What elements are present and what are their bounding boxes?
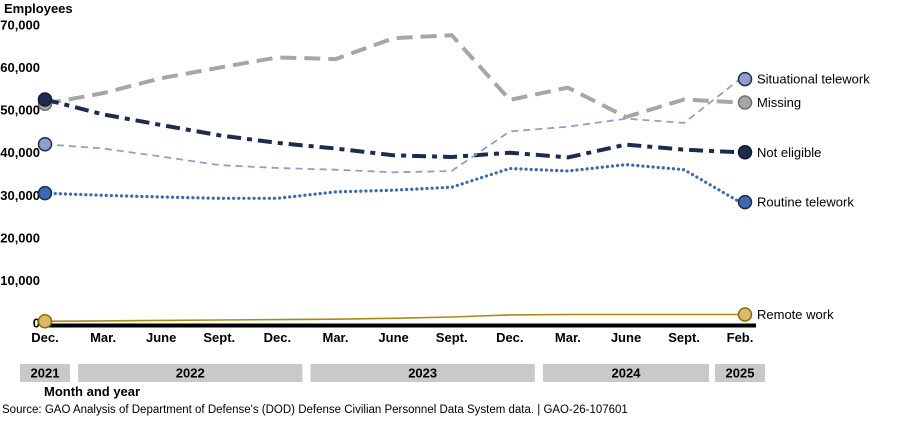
series-line-situational-telework <box>44 78 741 174</box>
series-line-remote-work <box>44 313 740 323</box>
series-markers-group <box>37 71 753 329</box>
x-axis-tick-label: Sept. <box>203 330 235 345</box>
y-axis-tick-label: 20,000 <box>0 230 40 245</box>
year-band-2023 <box>310 364 535 382</box>
y-axis-tick-label: 0 <box>33 316 40 331</box>
x-axis-tick-label: June <box>378 330 408 345</box>
series-start-marker-situational-telework <box>37 136 53 152</box>
y-axis-ticks-group: 0 10,000 20,000 30,000 40,000 50,000 60,000 70,… <box>0 18 40 331</box>
series-start-marker-routine-telework <box>37 185 53 201</box>
series-end-marker-routine-telework <box>737 194 753 210</box>
x-axis-tick-label: Mar. <box>555 330 581 345</box>
x-axis-title: Month and year <box>44 384 140 399</box>
series-end-marker-missing <box>737 95 753 110</box>
x-axis-tick-label: Dec. <box>31 330 58 345</box>
y-axis-tick-label: 30,000 <box>0 188 40 203</box>
series-label-missing: Missing <box>757 95 801 110</box>
x-axis-tick-label: Mar. <box>322 330 348 345</box>
x-axis-tick-label: Sept. <box>436 330 468 345</box>
chart-canvas: Employees 2021 2022 2023 2024 2025 0 10,000 20… <box>0 1 870 399</box>
series-line-routine-telework <box>43 163 742 204</box>
year-bands-group: 2021 2022 2023 2024 2025 <box>20 364 765 382</box>
x-axis-tick-label: Sept. <box>668 330 700 345</box>
series-start-marker-not-eligible <box>37 92 53 107</box>
year-band-label: 2022 <box>176 366 205 381</box>
series-end-marker-remote-work <box>737 307 753 322</box>
y-axis-title: Employees <box>4 1 73 16</box>
series-end-marker-not-eligible <box>737 145 753 160</box>
source-note: Source: GAO Analysis of Department of De… <box>2 404 628 416</box>
year-band-2022 <box>78 364 303 382</box>
series-line-not-eligible <box>44 97 741 160</box>
year-band-label: 2025 <box>726 366 755 381</box>
series-label-remote-work: Remote work <box>757 307 834 322</box>
series-end-labels-group: Missing Not eligible Situational telework R… <box>757 72 870 322</box>
year-band-label: 2023 <box>408 366 437 381</box>
x-axis-tick-label: Dec. <box>264 330 291 345</box>
y-axis-tick-label: 60,000 <box>0 60 40 75</box>
year-band-2024 <box>542 364 710 382</box>
series-label-not-eligible: Not eligible <box>757 145 821 160</box>
y-axis-tick-label: 10,000 <box>0 273 40 288</box>
year-band-label: 2021 <box>31 366 60 381</box>
series-end-marker-situational-telework <box>737 71 753 87</box>
x-axis-tick-label: June <box>611 330 641 345</box>
year-band-2021 <box>20 364 70 382</box>
x-axis-tick-label: June <box>146 330 176 345</box>
y-axis-tick-label: 50,000 <box>0 103 40 118</box>
series-lines-group <box>43 33 742 204</box>
y-axis-tick-label: 70,000 <box>0 18 40 33</box>
remote-series-group <box>44 313 740 323</box>
year-band-label: 2024 <box>612 366 642 381</box>
series-label-routine-telework: Routine telework <box>757 195 854 210</box>
x-axis-tick-label: Feb. <box>727 330 754 345</box>
x-axis-ticks-group: Dec. Mar. June Sept. Dec. Mar. June Sept. Dec. Ma… <box>31 330 753 345</box>
series-label-situational-telework: Situational telework <box>757 72 870 87</box>
x-axis-tick-label: Dec. <box>496 330 523 345</box>
y-axis-tick-label: 40,000 <box>0 145 40 160</box>
series-line-missing <box>44 33 741 119</box>
year-band-2025 <box>715 364 765 382</box>
x-axis-tick-label: Mar. <box>90 330 116 345</box>
series-start-marker-remote-work <box>37 314 53 329</box>
